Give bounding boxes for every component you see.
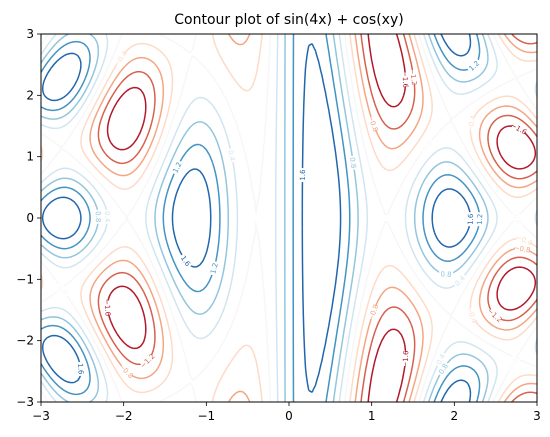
contour-level-labels: −1.6−1.6−1.6−1.6−1.2−1.2−1.2−0.8−0.8−0.8… [54,49,534,380]
x-tick-label: −1 [197,409,215,423]
x-tick-label: −2 [115,409,133,423]
y-tick-label: −3 [16,395,34,409]
x-tick-label: −3 [32,409,50,423]
contour-label: 0.8 [440,270,451,278]
contour-label-background [208,260,220,277]
y-tick-label: −2 [16,334,34,348]
contour-label-background [226,147,237,164]
contour-level-−0.4 [40,33,538,403]
contour-label-background [139,353,156,369]
x-axis: −3 −2 −1 0 1 2 3 [32,402,541,423]
contour-label-background [401,72,410,87]
y-tick-label: 2 [26,88,34,102]
contour-level-1.2 [40,33,481,403]
contour-label-background [367,304,380,321]
plot-frame [40,33,538,403]
contour-label: 0.8 [94,211,102,222]
y-tick-label: 0 [26,211,34,225]
contour-label-background [465,115,477,132]
contour-label-background [118,363,134,379]
contour-label: 0.8 [348,157,358,169]
contour-level-0.8 [40,33,489,403]
contour-label: 0.4 [226,149,236,162]
contour-label-background [408,69,419,85]
contour-label: −1.6 [401,350,410,368]
contour-label: 1.2 [476,214,484,225]
x-tick-label: 2 [451,409,459,423]
contour-level-−1.2 [97,33,538,403]
contour-lines [40,33,538,403]
contour-label-background [475,212,484,227]
contour-label-background [516,233,533,247]
contour-label: −0.8 [367,303,380,322]
contour-label-background [452,272,468,289]
contour-label: 1.6 [467,213,475,225]
contour-label-background [436,360,451,377]
contour-label-background [465,306,479,323]
contour-label-background [487,307,503,323]
contour-label-background [466,212,475,227]
contour-label-background [401,351,410,367]
contour-label-background [103,300,113,315]
contour-label: 1.6 [76,363,85,375]
contour-label-background [367,115,380,132]
contour-label-background [103,209,112,224]
contour-label: −1.6 [401,71,409,89]
contour-label-background [113,50,128,67]
contour-label-background [466,58,482,74]
contour-label: 0.4 [103,211,111,223]
contour-label: 1.6 [299,169,307,181]
contour-label-background [94,209,103,224]
contour-level-0.4 [40,33,538,403]
contour-label: −1.2 [139,352,157,370]
contour-level-−0.8 [89,33,538,403]
contour-label: −0.8 [513,244,531,255]
y-tick-label: 3 [26,27,34,41]
contour-label-background [511,211,524,228]
x-tick-label: 0 [285,409,293,423]
contour-label-background [438,269,454,279]
contour-label: 1.2 [209,262,220,275]
x-tick-label: 1 [368,409,376,423]
contour-label: −0.4 [465,306,479,325]
chart-title: Contour plot of sin(4x) + cos(xy) [174,12,403,28]
contour-label-background [506,355,520,373]
contour-label: 0.0 [511,213,523,226]
contour-label-background [514,243,530,254]
contour-label-background [348,155,359,171]
y-tick-label: 1 [26,150,34,164]
contour-level-0.0 [40,33,538,403]
contour-label-background [298,168,307,183]
contour-label-background [178,252,194,269]
contour-label: −1.2 [408,68,418,86]
contour-label: −1.6 [103,299,112,317]
contour-label: −0.4 [466,114,478,133]
contour-label-background [76,361,86,377]
contour-label-background [54,282,71,298]
y-axis: −3 −2 −1 0 1 2 3 [16,27,41,409]
contour-label-background [510,121,527,136]
contour-label-background [433,351,448,368]
x-tick-label: 3 [533,409,541,423]
contour-label-background [170,159,184,176]
contour-label-background [419,137,435,154]
y-tick-label: −1 [16,272,34,286]
